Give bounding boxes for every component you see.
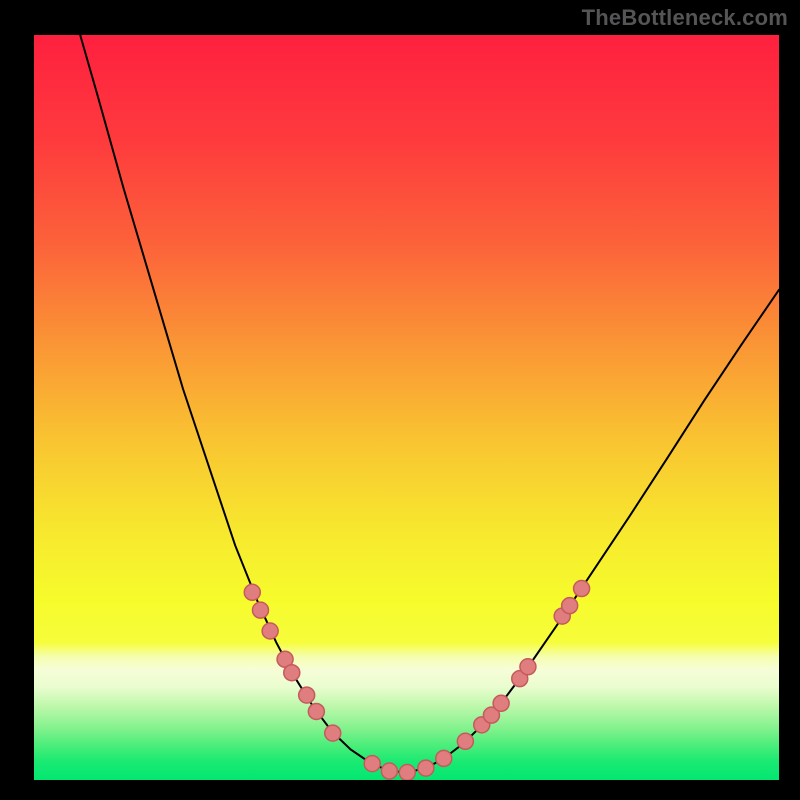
data-marker: [262, 623, 278, 639]
data-marker: [399, 765, 415, 780]
data-marker: [493, 695, 509, 711]
data-marker: [457, 733, 473, 749]
data-marker: [284, 665, 300, 681]
data-marker: [325, 725, 341, 741]
data-marker: [436, 750, 452, 766]
data-marker: [574, 581, 590, 597]
data-marker: [299, 687, 315, 703]
data-marker: [520, 659, 536, 675]
data-marker: [308, 703, 324, 719]
data-marker: [562, 598, 578, 614]
data-marker: [418, 760, 434, 776]
plot-area: [34, 35, 779, 780]
attribution-label: TheBottleneck.com: [582, 5, 788, 31]
data-marker: [244, 584, 260, 600]
chart-background: [34, 35, 779, 780]
chart-frame: TheBottleneck.com: [0, 0, 800, 800]
data-marker: [252, 602, 268, 618]
data-marker: [364, 756, 380, 772]
data-marker: [381, 763, 397, 779]
chart-svg: [34, 35, 779, 780]
